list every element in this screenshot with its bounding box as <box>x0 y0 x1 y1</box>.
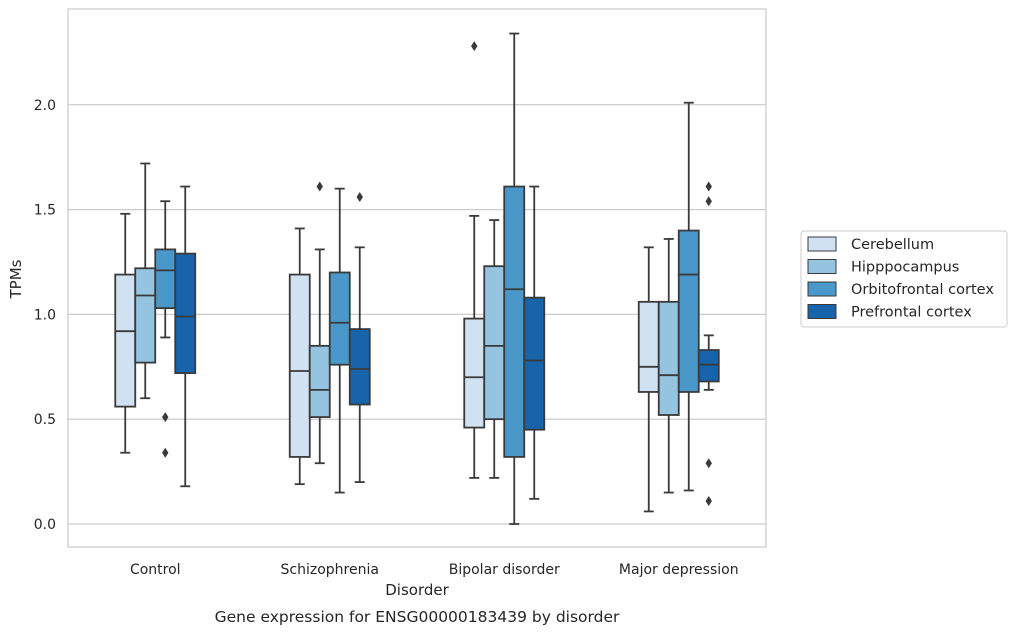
boxplot-series <box>114 32 720 525</box>
box-iqr <box>657 300 680 416</box>
box-iqr <box>308 344 331 419</box>
box-prefrontal-cortex <box>348 192 371 483</box>
box-orbitofrontal-cortex <box>503 32 526 525</box>
x-tick-label: Bipolar disorder <box>449 562 560 578</box>
legend-swatch <box>807 236 837 252</box>
outlier-point <box>316 181 323 192</box>
outlier-point <box>471 41 478 52</box>
outlier-point <box>162 412 169 423</box>
outlier-point <box>356 192 363 203</box>
box-iqr <box>483 265 506 421</box>
box-orbitofrontal-cortex <box>677 101 700 492</box>
y-tick-label: 2.0 <box>34 98 56 114</box>
legend-label: Orbitofrontal cortex <box>851 282 994 298</box>
box-iqr <box>697 349 720 383</box>
y-tick-label: 0.5 <box>34 412 56 428</box>
x-tick-label: Schizophrenia <box>281 562 379 578</box>
legend-label: Cerebellum <box>851 237 934 253</box>
box-cerebellum <box>463 41 486 479</box>
y-tick-label: 0.0 <box>34 517 56 533</box>
legend: Cerebellum Hipppocampus Orbitofrontal cort… <box>800 230 1008 328</box>
x-tick-labels: Control Schizophrenia Bipolar disorder Majo… <box>130 562 739 578</box>
box-prefrontal-cortex <box>697 181 720 506</box>
x-tick-label: Control <box>130 562 181 578</box>
legend-label: Prefrontal cortex <box>851 305 972 321</box>
y-axis-label: TPMs <box>7 259 25 299</box>
x-tick-label: Major depression <box>619 562 739 578</box>
box-iqr <box>463 317 486 429</box>
y-tick-labels: 0.0 0.5 1.0 1.5 2.0 <box>34 98 56 533</box>
box-iqr <box>114 273 137 408</box>
outlier-point <box>705 458 712 469</box>
box-iqr <box>503 185 526 458</box>
box-iqr <box>154 248 177 310</box>
box-hipppocampus <box>657 238 680 494</box>
box-iqr <box>174 252 197 374</box>
box-orbitofrontal-cortex <box>154 200 177 458</box>
box-iqr <box>288 273 311 458</box>
outlier-point <box>705 181 712 192</box>
outlier-point <box>162 447 169 458</box>
box-prefrontal-cortex <box>523 185 546 500</box>
box-cerebellum <box>637 246 660 513</box>
box-iqr <box>677 229 700 393</box>
box-prefrontal-cortex <box>174 185 197 488</box>
box-iqr <box>523 296 546 431</box>
legend-swatch <box>807 259 837 274</box>
legend-label: Hipppocampus <box>851 260 959 276</box>
box-hipppocampus <box>483 219 506 479</box>
box-orbitofrontal-cortex <box>328 187 351 494</box>
box-iqr <box>637 300 660 393</box>
legend-swatch <box>807 281 837 297</box>
box-cerebellum <box>114 212 137 454</box>
outlier-point <box>705 196 712 207</box>
x-axis-label: Disorder <box>385 581 449 599</box>
plot-frame <box>67 8 767 548</box>
box-hipppocampus <box>308 181 331 465</box>
box-iqr <box>348 328 371 406</box>
box-iqr <box>134 267 157 364</box>
legend-items: Cerebellum Hipppocampus Orbitofrontal cort… <box>807 236 994 321</box>
box-cerebellum <box>288 227 311 486</box>
y-tick-label: 1.5 <box>34 203 56 219</box>
box-iqr <box>328 271 351 366</box>
chart-caption: Gene expression for ENSG00000183439 by d… <box>215 608 620 626</box>
outlier-point <box>705 495 712 506</box>
legend-swatch <box>807 304 837 319</box>
legend-frame <box>800 230 1008 328</box>
y-tick-label: 1.0 <box>34 307 56 323</box>
box-hipppocampus <box>134 162 157 400</box>
